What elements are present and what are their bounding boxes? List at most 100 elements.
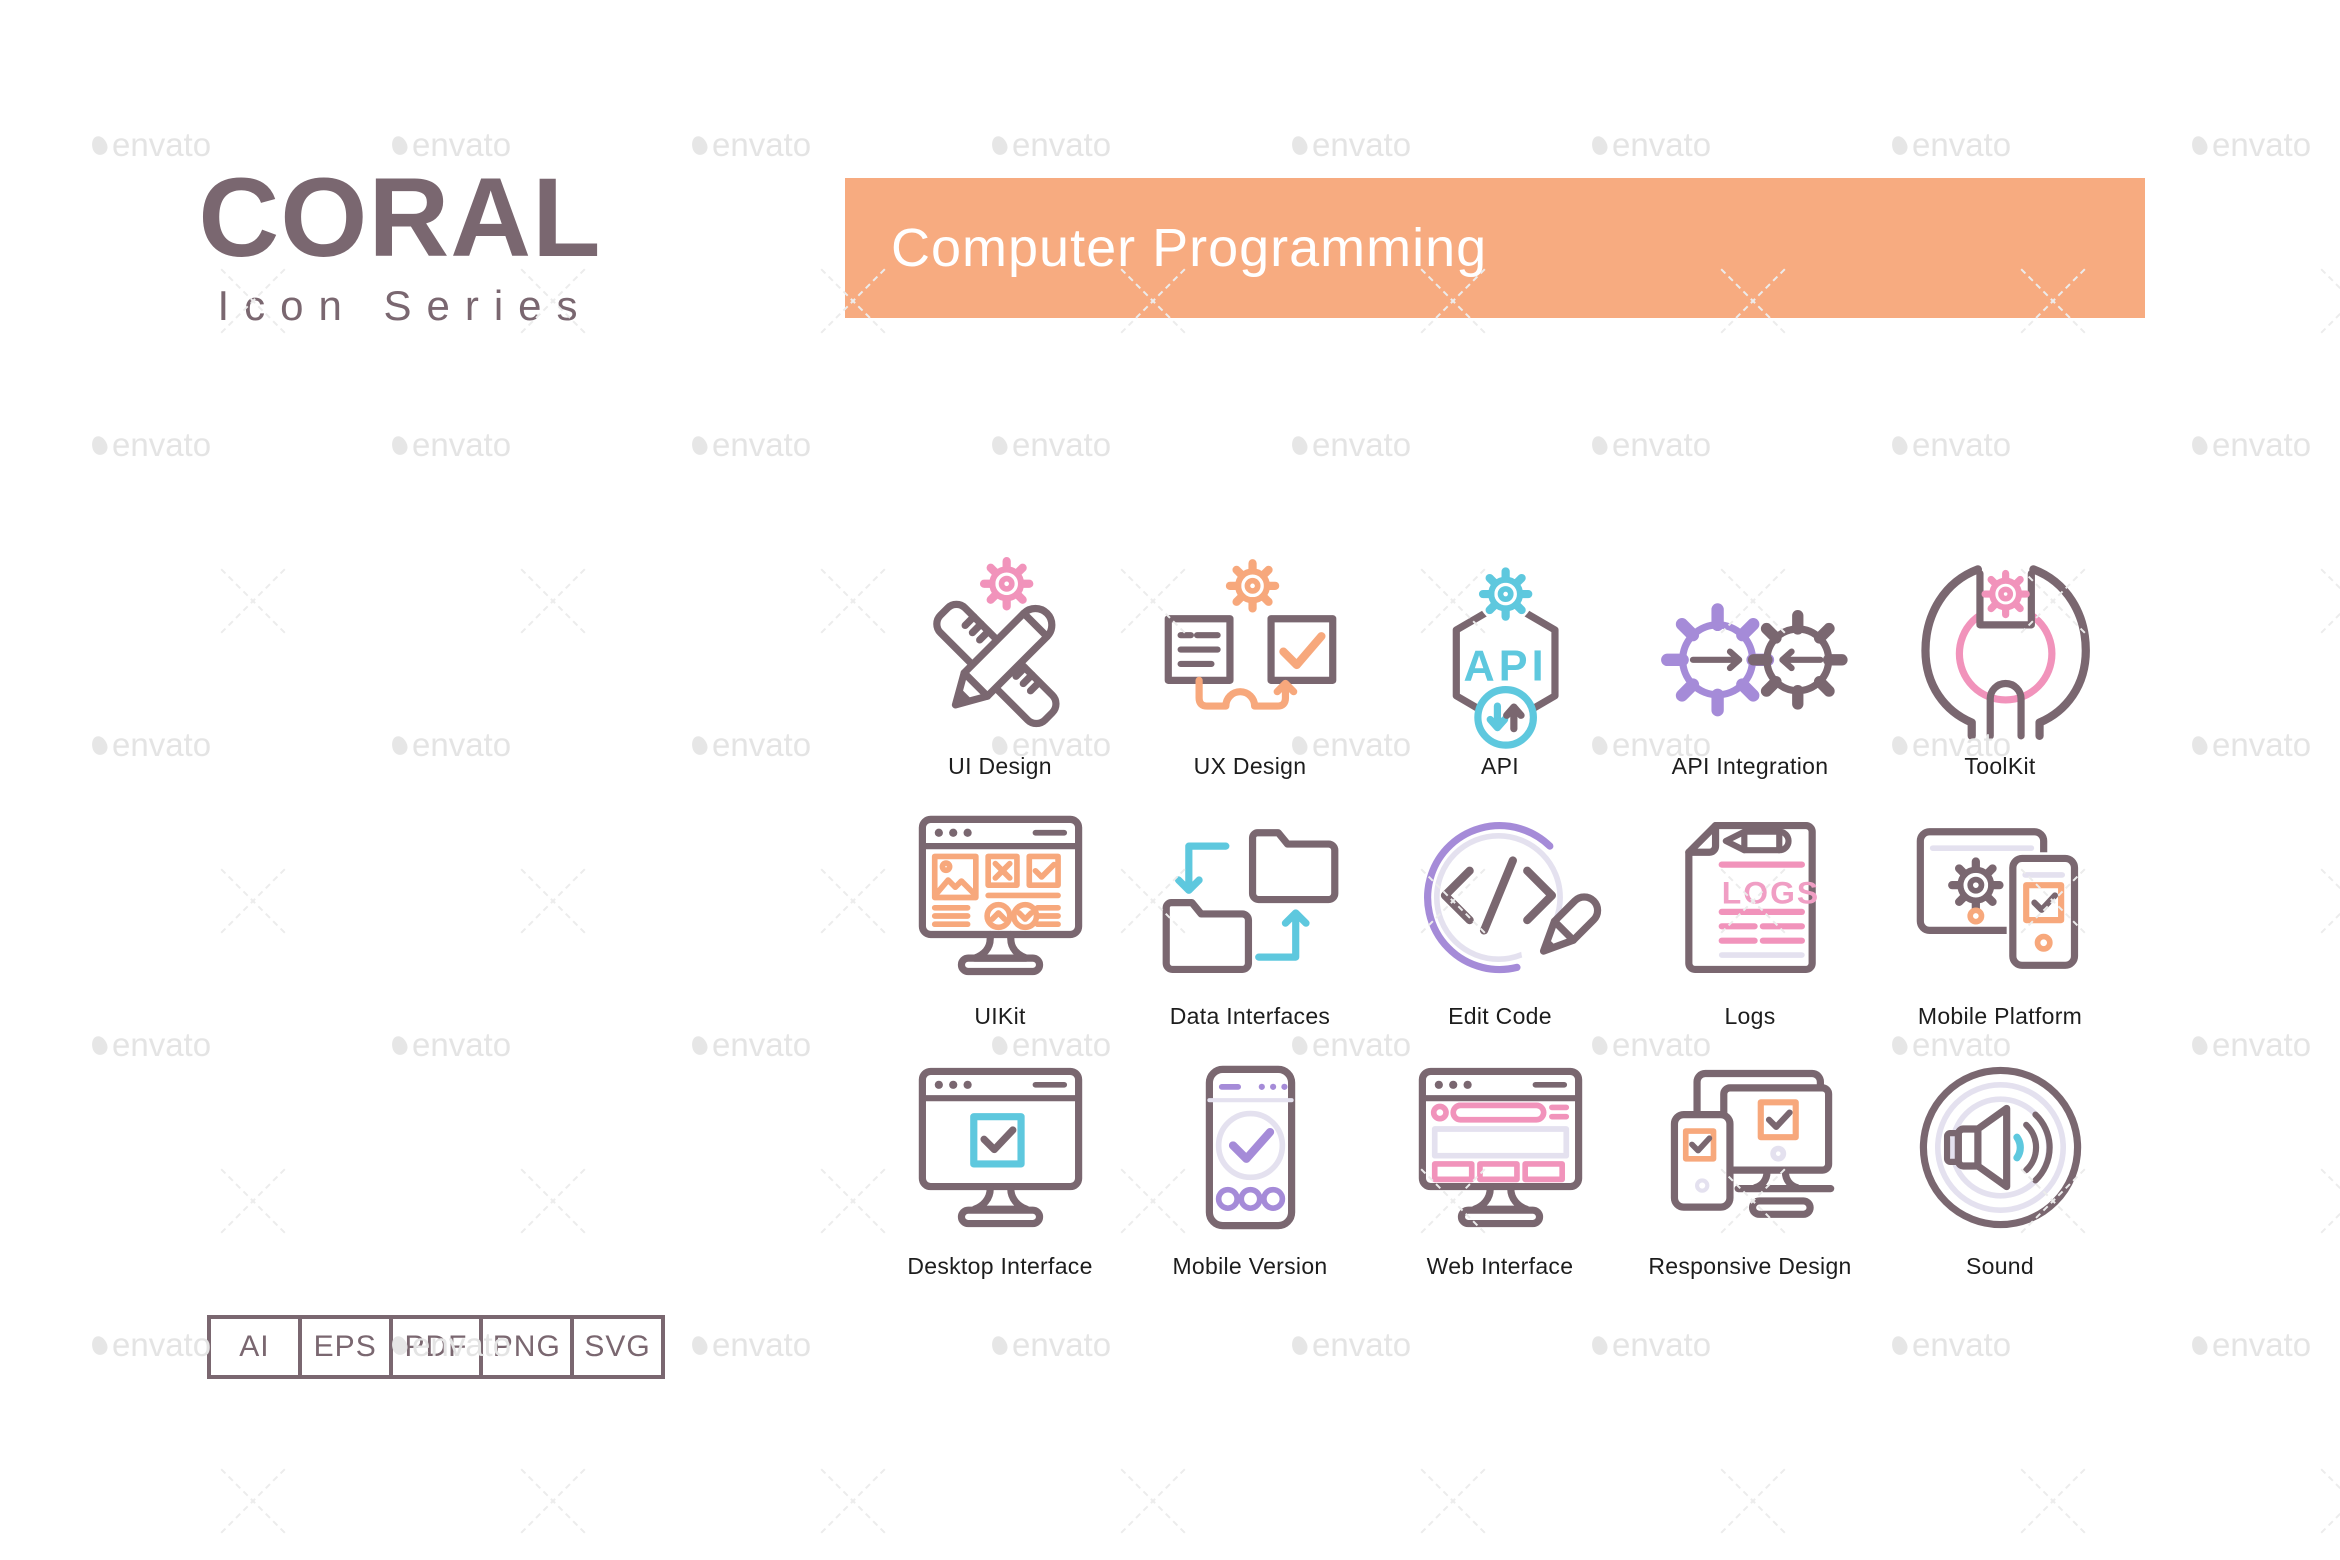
watermark-cross bbox=[508, 1156, 598, 1246]
ui-design-icon bbox=[932, 557, 1060, 728]
envato-watermark: envato bbox=[989, 426, 1111, 464]
watermark-cross bbox=[2308, 256, 2340, 346]
format-badge-ai: AI bbox=[211, 1319, 302, 1375]
web-interface-icon bbox=[1418, 1067, 1582, 1228]
envato-leaf-icon bbox=[1889, 433, 1910, 457]
envato-leaf-icon bbox=[389, 733, 410, 757]
logs-icon: LOGS bbox=[1684, 821, 1818, 974]
envato-watermark: envato bbox=[89, 1326, 211, 1364]
brand-logo: CORAL Icon Series bbox=[180, 162, 620, 330]
uikit-icon bbox=[918, 815, 1082, 976]
brand-title: CORAL bbox=[198, 155, 602, 280]
icon-cell-mobile-version: Mobile Version bbox=[1125, 1027, 1375, 1279]
envato-watermark: envato bbox=[689, 1326, 811, 1364]
watermark-cross bbox=[208, 1156, 298, 1246]
icon-cell-web-interface: Web Interface bbox=[1375, 1027, 1625, 1279]
watermark-cross bbox=[208, 1456, 298, 1546]
envato-watermark: envato bbox=[1589, 1326, 1711, 1364]
icon-cell-toolkit: ToolKit bbox=[1875, 527, 2125, 779]
watermark-cross bbox=[508, 556, 598, 646]
envato-watermark: envato bbox=[389, 426, 511, 464]
icon-cell-ui-design: UI Design bbox=[875, 527, 1125, 779]
envato-leaf-icon bbox=[1889, 1333, 1910, 1357]
category-banner-title: Computer Programming bbox=[891, 218, 1488, 278]
envato-leaf-icon bbox=[689, 733, 710, 757]
envato-leaf-icon bbox=[989, 1333, 1010, 1357]
envato-leaf-icon bbox=[1889, 133, 1910, 157]
envato-watermark: envato bbox=[1589, 126, 1711, 164]
sound-icon bbox=[1919, 1066, 2081, 1229]
watermark-cross bbox=[2308, 1456, 2340, 1546]
envato-leaf-icon bbox=[89, 733, 110, 757]
watermark-cross bbox=[2308, 556, 2340, 646]
format-badge-png: PNG bbox=[483, 1319, 575, 1375]
envato-watermark: envato bbox=[1889, 1326, 2011, 1364]
envato-leaf-icon bbox=[2189, 433, 2210, 457]
icon-label: Edit Code bbox=[1448, 1003, 1552, 1029]
watermark-cross bbox=[508, 1456, 598, 1546]
category-banner: Computer Programming bbox=[845, 178, 2145, 318]
envato-leaf-icon bbox=[1589, 133, 1610, 157]
icon-label: Data Interfaces bbox=[1169, 1003, 1331, 1029]
file-format-badges: AI EPS PDF PNG SVG bbox=[207, 1315, 665, 1379]
icon-cell-uikit: UIKit bbox=[875, 777, 1125, 1029]
icon-label: UIKit bbox=[974, 1003, 1026, 1029]
icon-cell-data-interfaces: Data Interfaces bbox=[1125, 777, 1375, 1029]
envato-leaf-icon bbox=[89, 133, 110, 157]
api-integration-icon bbox=[1660, 603, 1848, 717]
icon-label: API Integration bbox=[1671, 753, 1829, 779]
format-badge-svg: SVG bbox=[584, 1330, 651, 1363]
edit-code-icon bbox=[1423, 822, 1601, 980]
watermark-cross bbox=[808, 1456, 898, 1546]
icon-label: ToolKit bbox=[1964, 753, 2036, 779]
envato-leaf-icon bbox=[89, 1033, 110, 1057]
envato-leaf-icon bbox=[1289, 1333, 1310, 1357]
envato-watermark: envato bbox=[89, 1026, 211, 1064]
envato-leaf-icon bbox=[389, 1033, 410, 1057]
envato-leaf-icon bbox=[1289, 133, 1310, 157]
watermark-cross bbox=[1108, 1456, 1198, 1546]
envato-leaf-icon bbox=[2189, 1033, 2210, 1057]
watermark-cross bbox=[1408, 1456, 1498, 1546]
icon-label: Responsive Design bbox=[1648, 1253, 1852, 1279]
icon-cell-api-integration: API Integration bbox=[1625, 527, 1875, 779]
envato-watermark: envato bbox=[689, 726, 811, 764]
envato-watermark: envato bbox=[1289, 1326, 1411, 1364]
envato-watermark: envato bbox=[689, 1026, 811, 1064]
envato-leaf-icon bbox=[689, 133, 710, 157]
responsive-design-icon bbox=[1670, 1069, 1834, 1218]
envato-leaf-icon bbox=[989, 433, 1010, 457]
envato-leaf-icon bbox=[689, 433, 710, 457]
icon-label: Mobile Version bbox=[1172, 1253, 1328, 1279]
watermark-cross bbox=[2008, 1456, 2098, 1546]
mobile-platform-icon bbox=[1916, 828, 2083, 974]
envato-watermark: envato bbox=[89, 126, 211, 164]
envato-watermark: envato bbox=[2189, 1326, 2311, 1364]
envato-watermark: envato bbox=[689, 126, 811, 164]
envato-watermark: envato bbox=[2189, 426, 2311, 464]
watermark-cross bbox=[2308, 856, 2340, 946]
icon-label: Logs bbox=[1724, 1003, 1776, 1029]
desktop-interface-icon bbox=[918, 1067, 1082, 1228]
icon-label: Web Interface bbox=[1426, 1253, 1574, 1279]
envato-watermark: envato bbox=[1289, 126, 1411, 164]
watermark-cross bbox=[508, 856, 598, 946]
icon-cell-mobile-platform: Mobile Platform bbox=[1875, 777, 2125, 1029]
envato-watermark: envato bbox=[2189, 726, 2311, 764]
icon-label: UX Design bbox=[1193, 753, 1307, 779]
icon-cell-sound: Sound bbox=[1875, 1027, 2125, 1279]
watermark-cross bbox=[1708, 1456, 1798, 1546]
icon-label: Desktop Interface bbox=[907, 1253, 1093, 1279]
brand-subtitle: Icon Series bbox=[217, 282, 593, 329]
api-icon: API bbox=[1452, 567, 1559, 749]
envato-watermark: envato bbox=[2189, 126, 2311, 164]
envato-watermark: envato bbox=[89, 426, 211, 464]
envato-watermark: envato bbox=[1289, 426, 1411, 464]
icon-label: Mobile Platform bbox=[1917, 1003, 2083, 1029]
envato-leaf-icon bbox=[989, 133, 1010, 157]
envato-leaf-icon bbox=[389, 133, 410, 157]
envato-leaf-icon bbox=[1289, 433, 1310, 457]
icon-cell-edit-code: Edit Code bbox=[1375, 777, 1625, 1029]
icon-cell-api: API API bbox=[1375, 527, 1625, 779]
